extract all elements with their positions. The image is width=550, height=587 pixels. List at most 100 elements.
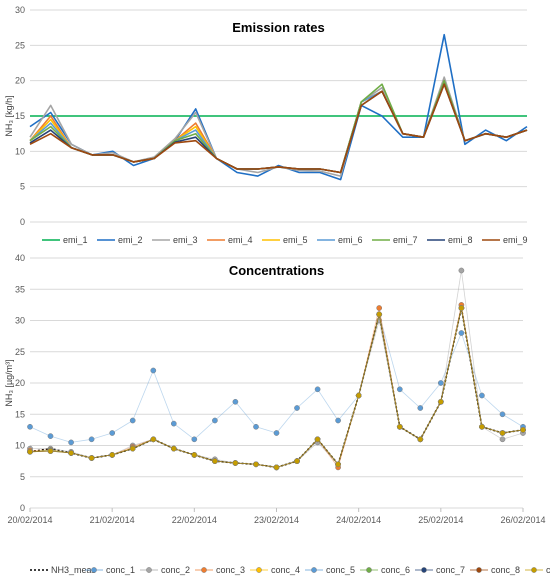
data-point-conc_9 [499,430,506,436]
data-point-conc_9 [27,448,33,455]
y-tick-label: 0 [20,217,25,227]
emission-rates-chart: 0 5 10 15 20 25 30 Emission rates NH₃ [kg/h] emi_… [4,5,528,245]
y-tick-label: 40 [15,253,25,263]
data-point-conc_1 [437,380,444,386]
data-point-conc_1 [253,423,259,430]
data-point-conc_9 [212,458,218,464]
legend-label-emi_5: emi_5 [283,235,308,245]
data-point-conc_9 [396,423,403,430]
data-point-conc_1 [335,417,341,424]
data-point-conc_1 [499,411,506,418]
data-point-conc_1 [273,430,280,436]
data-point-conc_9 [88,455,95,461]
series-line-emi_9 [29,83,528,174]
legend-marker-conc_8 [476,567,482,573]
y-tick-label: 30 [15,5,25,15]
legend-label-conc_9: conc_9 [546,565,550,575]
y-tick-label: 25 [15,40,25,50]
data-point-conc_9 [335,461,341,468]
data-point-conc_9 [273,464,280,471]
legend-marker-conc_2 [146,567,152,573]
legend-label-conc_3: conc_3 [216,565,245,575]
legend-label-emi_1: emi_1 [63,235,88,245]
x-tick-label: 20/02/2014 [7,515,52,525]
data-point-conc_1 [232,398,239,405]
y-tick-label: 20 [15,378,25,388]
y-tick-label: 25 [15,347,25,357]
data-point-conc_1 [191,436,198,443]
data-point-conc_1 [170,420,177,427]
x-tick-label: 25/02/2014 [418,515,463,525]
y-tick-label: 10 [15,441,25,451]
legend-label-NH3_meas: NH3_meas [51,565,97,575]
y-tick-label: 5 [20,472,25,482]
x-tick-label: 23/02/2014 [254,515,299,525]
y-tick-label: 35 [15,284,25,294]
series-line-emi_2 [29,33,528,181]
data-point-conc_1 [479,392,485,399]
data-point-conc_1 [109,430,116,436]
data-point-conc_9 [232,460,239,466]
y-tick-label: 15 [15,111,25,121]
data-point-conc_1 [417,405,424,411]
data-point-conc_1 [47,433,54,439]
legend-label-conc_4: conc_4 [271,565,300,575]
chart-title: Emission rates [232,20,325,35]
legend-label-emi_3: emi_3 [173,235,198,245]
legend-label-conc_1: conc_1 [106,565,135,575]
data-point-conc_1 [212,417,218,424]
concentrations-chart: 0 5 10 15 20 25 30 35 40 20/02/2014 21/02/2014 22/0… [4,253,550,575]
data-point-conc_2 [499,436,506,443]
legend-marker-conc_4 [256,567,262,573]
data-point-conc_9 [129,445,136,452]
legend-label-conc_7: conc_7 [436,565,465,575]
y-axis-label: NH₃ [kg/h] [4,95,14,136]
legend-label-emi_6: emi_6 [338,235,363,245]
data-point-conc_9 [170,445,177,452]
legend-label-conc_8: conc_8 [491,565,520,575]
y-tick-label: 10 [15,146,25,156]
legend-label-conc_2: conc_2 [161,565,190,575]
legend-marker-conc_1 [91,567,97,573]
data-point-conc_9 [520,427,526,433]
data-point-conc_9 [191,452,198,458]
data-point-conc_1 [314,386,321,393]
y-tick-label: 5 [20,182,25,192]
data-point-conc_9 [109,452,116,458]
data-point-conc_2 [458,267,465,274]
data-point-conc_9 [417,436,424,443]
legend-label-conc_6: conc_6 [381,565,410,575]
y-axis-label: NH₃ [µg/m³] [4,359,14,406]
data-point-conc_1 [129,417,136,424]
data-point-conc_9 [150,436,157,443]
legend-marker-conc_3 [201,567,207,573]
legend-label-emi_7: emi_7 [393,235,418,245]
data-point-conc_9 [458,305,465,311]
legend-label-emi_4: emi_4 [228,235,253,245]
x-tick-label: 24/02/2014 [336,515,381,525]
x-tick-label: 21/02/2014 [90,515,135,525]
data-point-conc_1 [27,423,33,430]
y-tick-label: 0 [20,503,25,513]
legend-marker-conc_6 [366,567,372,573]
data-point-conc_1 [396,386,403,393]
legend-marker-conc_5 [311,567,317,573]
data-point-conc_9 [253,461,259,468]
data-point-conc_1 [68,439,74,446]
data-point-conc_9 [314,436,321,443]
y-tick-label: 20 [15,76,25,86]
data-point-conc_9 [47,448,54,454]
data-point-conc_1 [88,436,95,443]
data-point-conc_1 [458,330,465,336]
data-point-conc_9 [437,398,444,405]
data-point-conc_9 [68,450,74,456]
data-point-conc_9 [479,423,485,430]
data-point-conc_3 [376,305,383,311]
x-tick-label: 22/02/2014 [172,515,217,525]
data-point-conc_9 [294,458,300,464]
x-tick-label: 26/02/2014 [500,515,545,525]
chart-title: Concentrations [229,263,324,278]
legend-label-emi_9: emi_9 [503,235,528,245]
